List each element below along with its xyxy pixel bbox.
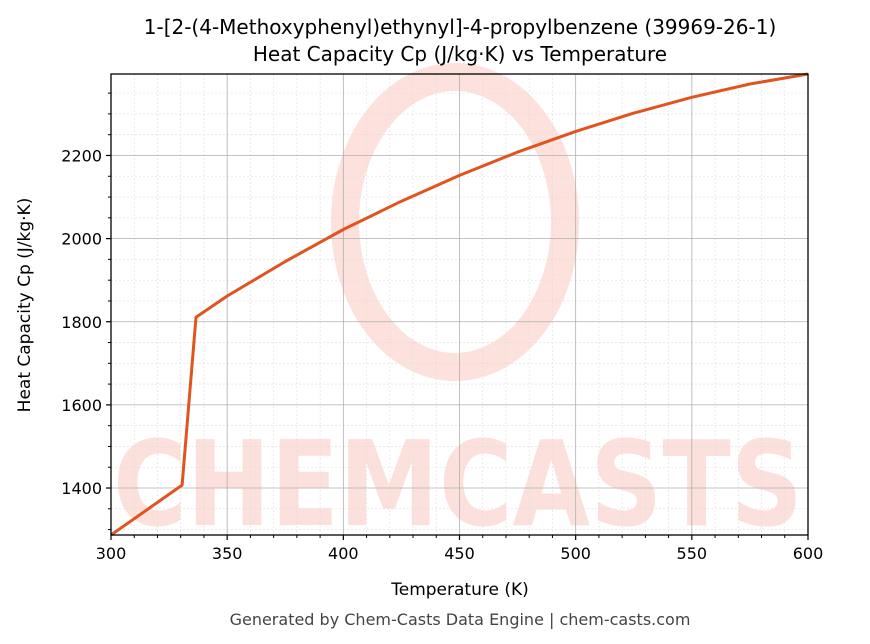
- y-tick-label: 1600: [61, 396, 102, 415]
- y-tick-label: 1800: [61, 313, 102, 332]
- x-tick-label: 600: [793, 544, 824, 563]
- x-tick-label: 450: [444, 544, 475, 563]
- y-tick-label: 2000: [61, 230, 102, 249]
- y-tick-label: 2200: [61, 146, 102, 165]
- watermark: CHEMCASTS: [113, 63, 803, 553]
- footer-credit: Generated by Chem-Casts Data Engine | ch…: [230, 610, 691, 629]
- chart-title-line2: Heat Capacity Cp (J/kg·K) vs Temperature: [253, 42, 667, 66]
- chart-title-line1: 1-[2-(4-Methoxyphenyl)ethynyl]-4-propylb…: [144, 15, 777, 39]
- watermark-text: CHEMCASTS: [113, 415, 803, 553]
- x-tick-label: 300: [96, 544, 127, 563]
- x-axis-label: Temperature (K): [390, 580, 529, 600]
- x-tick-label: 500: [560, 544, 591, 563]
- x-tick-label: 350: [212, 544, 243, 563]
- x-tick-label: 400: [328, 544, 359, 563]
- series-line-cp: [110, 72, 809, 537]
- plot-frame: [110, 73, 809, 536]
- y-axis-label: Heat Capacity Cp (J/kg·K): [15, 198, 35, 413]
- y-tick-label: 1400: [61, 479, 102, 498]
- watermark-logo: [331, 63, 579, 381]
- x-tick-label: 550: [677, 544, 708, 563]
